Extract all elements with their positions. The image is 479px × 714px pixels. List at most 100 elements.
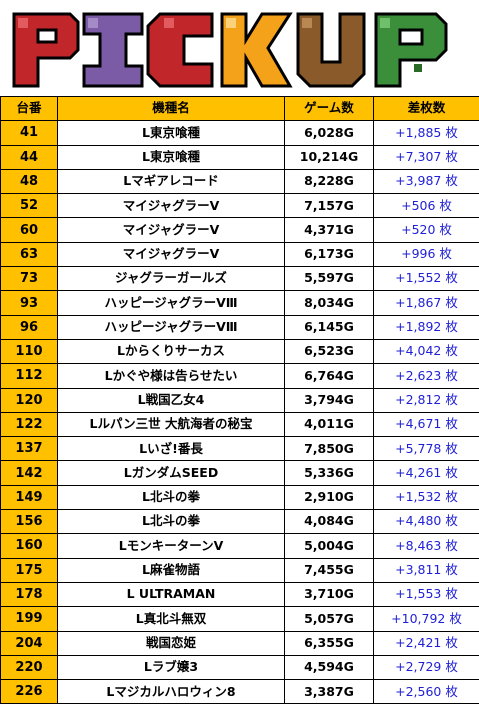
games-cell: 5,336G [284, 460, 374, 486]
table-row: 110 Lからくりサーカス 6,523G +4,042 枚 [0, 338, 479, 365]
table-row: 122 Lルパン三世 大航海者の秘宝 4,011G +4,671 枚 [0, 411, 479, 438]
games-cell: 8,228G [284, 168, 374, 195]
machine-name-cell: L ULTRAMAN [57, 581, 285, 608]
machine-no-cell: 112 [0, 363, 58, 389]
diff-cell: +1,552 枚 [373, 266, 479, 292]
machine-no-cell: 120 [0, 387, 58, 413]
games-cell: 3,387G [284, 679, 374, 705]
table-row: 156 L北斗の拳 4,084G +4,480 枚 [0, 509, 479, 535]
table-row: 204 戦国恋姫 6,355G +2,421 枚 [0, 630, 479, 656]
header-games: ゲーム数 [284, 95, 374, 122]
table-row: 96 ハッピージャグラーVⅢ 6,145G +1,892 枚 [0, 314, 479, 340]
table-row: 93 ハッピージャグラーVⅢ 8,034G +1,867 枚 [0, 290, 479, 316]
logo-letter-i [82, 12, 144, 88]
games-cell: 4,084G [284, 509, 374, 535]
diff-cell: +3,987 枚 [373, 168, 479, 195]
table-row: 44 L東京喰種 10,214G +7,307 枚 [0, 144, 479, 170]
table-body: 41 L東京喰種 6,028G +1,885 枚 44 L東京喰種 10,214G +7,30… [0, 120, 479, 705]
games-cell: 6,028G [284, 120, 374, 146]
machine-name-cell: L北斗の拳 [57, 484, 285, 511]
machine-no-cell: 63 [0, 241, 58, 268]
machine-name-cell: ハッピージャグラーVⅢ [57, 314, 285, 340]
games-cell: 3,710G [284, 581, 374, 608]
games-cell: 3,794G [284, 387, 374, 413]
machine-no-cell: 204 [0, 630, 58, 656]
diff-cell: +996 枚 [373, 241, 479, 268]
machine-name-cell: マイジャグラーV [57, 241, 285, 268]
diff-cell: +8,463 枚 [373, 533, 479, 559]
diff-cell: +2,623 枚 [373, 363, 479, 389]
machine-name-cell: L東京喰種 [57, 144, 285, 170]
machine-no-cell: 48 [0, 168, 58, 195]
table-row: 220 Lラブ嬢3 4,594G +2,729 枚 [0, 654, 479, 681]
games-cell: 5,004G [284, 533, 374, 559]
diff-cell: +2,812 枚 [373, 387, 479, 413]
table-row: 178 L ULTRAMAN 3,710G +1,553 枚 [0, 581, 479, 608]
games-cell: 5,057G [284, 606, 374, 632]
machine-no-cell: 60 [0, 217, 58, 243]
machine-name-cell: L真北斗無双 [57, 606, 285, 632]
games-cell: 4,011G [284, 411, 374, 438]
table-row: 199 L真北斗無双 5,057G +10,792 枚 [0, 606, 479, 632]
machine-no-cell: 137 [0, 436, 58, 462]
table-row: 142 LガンダムSEED 5,336G +4,261 枚 [0, 460, 479, 486]
machine-name-cell: L麻雀物語 [57, 557, 285, 583]
table-header-row: 台番 機種名 ゲーム数 差枚数 [0, 95, 479, 122]
machine-no-cell: 52 [0, 193, 58, 219]
diff-cell: +506 枚 [373, 193, 479, 219]
table-row: 73 ジャグラーガールズ 5,597G +1,552 枚 [0, 266, 479, 292]
games-cell: 6,764G [284, 363, 374, 389]
machine-name-cell: Lマギアレコード [57, 168, 285, 195]
machine-no-cell: 110 [0, 338, 58, 365]
table-row: 175 L麻雀物語 7,455G +3,811 枚 [0, 557, 479, 583]
machine-name-cell: ハッピージャグラーVⅢ [57, 290, 285, 316]
machine-no-cell: 220 [0, 654, 58, 681]
machine-name-cell: Lラブ嬢3 [57, 654, 285, 681]
diff-cell: +4,671 枚 [373, 411, 479, 438]
table-row: 226 Lマジカルハロウィン8 3,387G +2,560 枚 [0, 679, 479, 705]
games-cell: 7,157G [284, 193, 374, 219]
games-cell: 4,371G [284, 217, 374, 243]
machine-name-cell: 戦国恋姫 [57, 630, 285, 656]
machine-no-cell: 44 [0, 144, 58, 170]
header-machine-no: 台番 [0, 95, 58, 122]
diff-cell: +10,792 枚 [373, 606, 479, 632]
diff-cell: +2,421 枚 [373, 630, 479, 656]
table-row: 52 マイジャグラーV 7,157G +506 枚 [0, 193, 479, 219]
diff-cell: +2,560 枚 [373, 679, 479, 705]
diff-cell: +4,480 枚 [373, 509, 479, 535]
machine-no-cell: 175 [0, 557, 58, 583]
machine-name-cell: Lマジカルハロウィン8 [57, 679, 285, 705]
machine-name-cell: Lかぐや様は告らせたい [57, 363, 285, 389]
table-row: 149 L北斗の拳 2,910G +1,532 枚 [0, 484, 479, 511]
table-row: 160 LモンキーターンV 5,004G +8,463 枚 [0, 533, 479, 559]
machine-no-cell: 93 [0, 290, 58, 316]
machine-name-cell: ジャグラーガールズ [57, 266, 285, 292]
machine-no-cell: 122 [0, 411, 58, 438]
machine-no-cell: 96 [0, 314, 58, 340]
machine-name-cell: マイジャグラーV [57, 217, 285, 243]
diff-cell: +1,867 枚 [373, 290, 479, 316]
pickup-logo [12, 12, 448, 88]
games-cell: 6,145G [284, 314, 374, 340]
diff-cell: +1,553 枚 [373, 581, 479, 608]
diff-cell: +3,811 枚 [373, 557, 479, 583]
games-cell: 4,594G [284, 654, 374, 681]
pickup-table: 台番 機種名 ゲーム数 差枚数 41 L東京喰種 6,028G +1,885 枚 44 L… [0, 95, 479, 705]
diff-cell: +1,532 枚 [373, 484, 479, 511]
machine-name-cell: マイジャグラーV [57, 193, 285, 219]
diff-cell: +1,885 枚 [373, 120, 479, 146]
machine-no-cell: 73 [0, 266, 58, 292]
games-cell: 6,523G [284, 338, 374, 365]
table-row: 48 Lマギアレコード 8,228G +3,987 枚 [0, 168, 479, 195]
machine-name-cell: Lルパン三世 大航海者の秘宝 [57, 411, 285, 438]
diff-cell: +5,778 枚 [373, 436, 479, 462]
diff-cell: +7,307 枚 [373, 144, 479, 170]
diff-cell: +4,042 枚 [373, 338, 479, 365]
table-row: 120 L戦国乙女4 3,794G +2,812 枚 [0, 387, 479, 413]
machine-name-cell: L戦国乙女4 [57, 387, 285, 413]
diff-cell: +4,261 枚 [373, 460, 479, 486]
games-cell: 7,455G [284, 557, 374, 583]
machine-name-cell: Lからくりサーカス [57, 338, 285, 365]
table-row: 112 Lかぐや様は告らせたい 6,764G +2,623 枚 [0, 363, 479, 389]
